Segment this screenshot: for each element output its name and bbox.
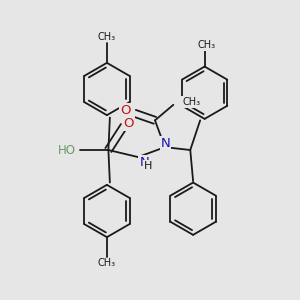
Text: H: H — [144, 161, 152, 171]
Text: CH₃: CH₃ — [182, 97, 200, 107]
Text: HO: HO — [58, 143, 76, 157]
Text: CH₃: CH₃ — [98, 259, 116, 269]
Text: O: O — [123, 116, 134, 130]
Text: N: N — [160, 137, 170, 150]
Text: CH₃: CH₃ — [98, 32, 116, 41]
Text: N: N — [140, 156, 149, 169]
Text: O: O — [120, 104, 130, 117]
Text: CH₃: CH₃ — [197, 40, 215, 50]
